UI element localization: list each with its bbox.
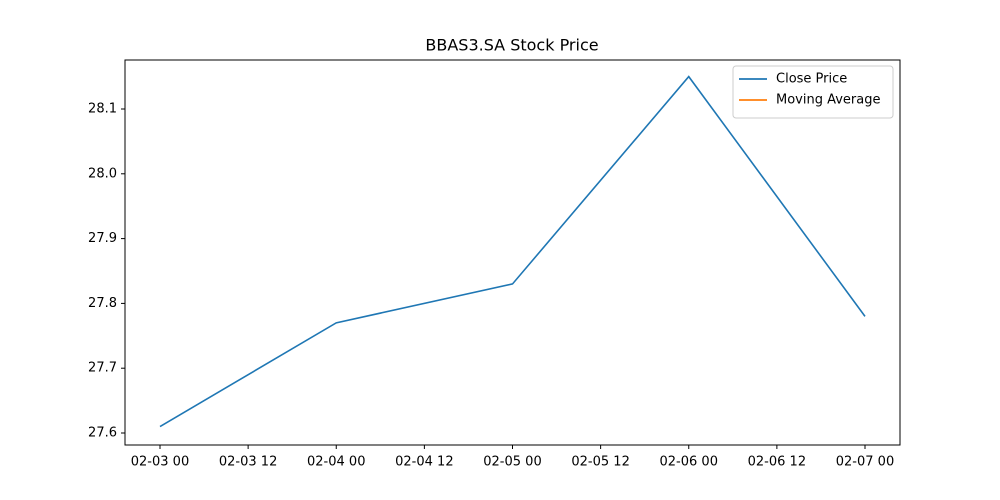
y-tick-label: 27.7 — [88, 361, 117, 376]
x-tick-label: 02-06 00 — [660, 455, 718, 470]
x-tick-label: 02-05 00 — [483, 455, 541, 470]
legend-box — [732, 65, 894, 119]
chart-title: BBAS3.SA Stock Price — [425, 36, 598, 55]
y-tick-label: 27.9 — [88, 231, 117, 246]
legend-label: Close Price — [776, 72, 847, 87]
series-line — [159, 75, 866, 428]
legend-label: Moving Average — [776, 93, 880, 108]
x-tick-label: 02-06 12 — [748, 455, 806, 470]
x-tick-label: 02-03 00 — [131, 455, 189, 470]
x-tick-label: 02-07 00 — [836, 455, 894, 470]
y-tick-label: 27.6 — [88, 426, 117, 441]
x-tick-label: 02-05 12 — [571, 455, 629, 470]
y-tick-label: 27.8 — [88, 296, 117, 311]
plot-frame — [124, 59, 901, 446]
x-tick-label: 02-04 12 — [395, 455, 453, 470]
x-tick-label: 02-04 00 — [307, 455, 365, 470]
x-tick-label: 02-03 12 — [219, 455, 277, 470]
y-tick-label: 28.1 — [88, 101, 117, 116]
y-tick-label: 28.0 — [88, 166, 117, 181]
